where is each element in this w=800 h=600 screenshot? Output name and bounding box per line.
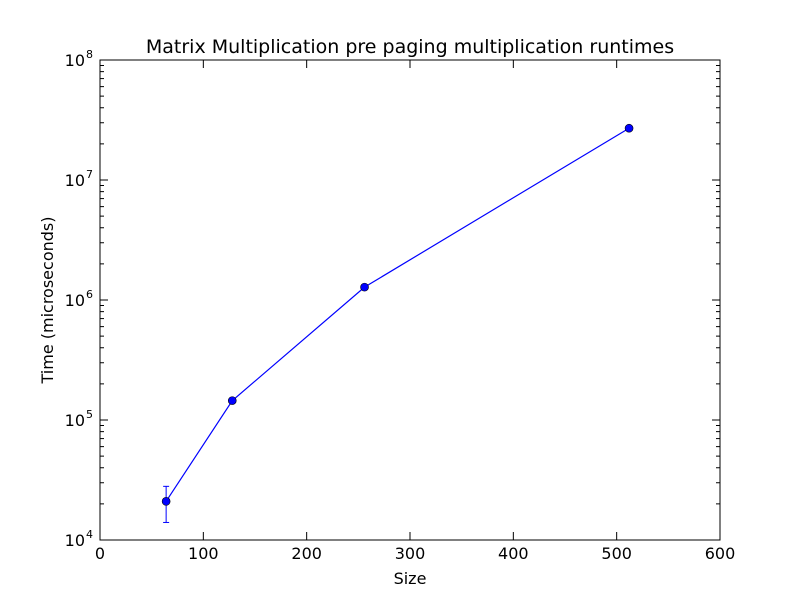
y-tick-label-exponent: 7 bbox=[86, 168, 93, 181]
y-tick-label-exponent: 6 bbox=[86, 288, 93, 301]
data-point bbox=[227, 396, 237, 405]
y-tick-label-exponent: 4 bbox=[86, 528, 93, 541]
x-axis-label: Size bbox=[394, 569, 427, 588]
y-tick-label-base: 10 bbox=[65, 51, 85, 70]
data-point bbox=[624, 123, 634, 133]
y-tick-label-exponent: 8 bbox=[86, 48, 93, 61]
x-tick-label: 0 bbox=[95, 544, 105, 563]
x-tick-label: 200 bbox=[291, 544, 322, 563]
x-tick-label: 400 bbox=[498, 544, 529, 563]
y-tick-label-base: 10 bbox=[65, 531, 85, 550]
y-tick-label-base: 10 bbox=[65, 171, 85, 190]
data-point bbox=[161, 497, 171, 506]
x-tick-label: 600 bbox=[705, 544, 736, 563]
y-tick-label-exponent: 5 bbox=[86, 408, 93, 421]
x-tick-label: 500 bbox=[601, 544, 632, 563]
y-tick-label-base: 10 bbox=[65, 291, 85, 310]
x-tick-label: 300 bbox=[395, 544, 426, 563]
y-axis-label: Time (microseconds) bbox=[38, 217, 57, 385]
x-tick-label: 100 bbox=[188, 544, 219, 563]
data-point bbox=[360, 282, 369, 292]
y-tick-label-base: 10 bbox=[65, 411, 85, 430]
chart-title: Matrix Multiplication pre paging multipl… bbox=[146, 36, 674, 58]
series-line bbox=[165, 127, 630, 502]
